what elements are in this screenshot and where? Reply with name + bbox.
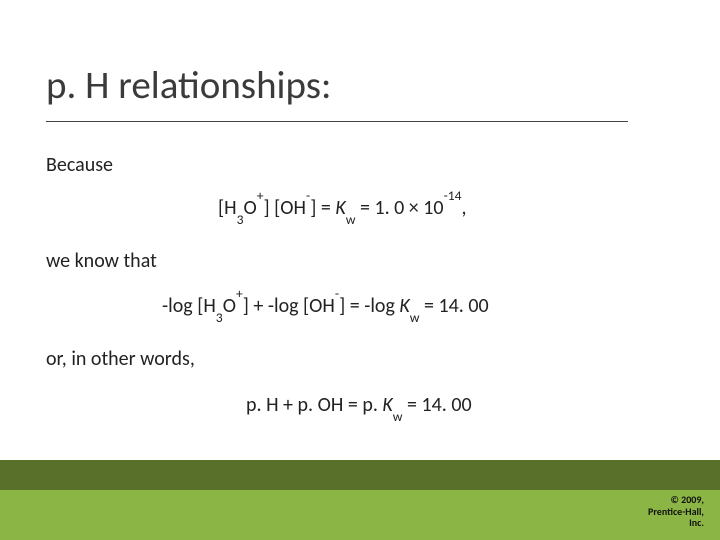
eq1-exp: -14 [444, 187, 462, 204]
eq3-prefix: p. H + p. OH = p. [246, 393, 382, 417]
slide-title: p. H relationships: [46, 62, 628, 122]
eq1-val: = 1. 0 × 10 [355, 196, 443, 220]
eq2-prefix: -log [H [162, 294, 216, 318]
eq1-kw-k: K [335, 196, 345, 220]
eq2-kw-sub: w [410, 309, 420, 326]
eq1-o: O [243, 196, 256, 220]
equation-kw-product: [H3O+] [OH-] = Kw = 1. 0 × 10-14, [218, 196, 467, 220]
eq1-oh-open: ] [OH [264, 196, 307, 220]
eq3-tail: = 14. 00 [403, 393, 472, 417]
eq2-o: O [223, 294, 236, 318]
eq2-oh-open: ] + -log [OH [243, 294, 335, 318]
eq2-sup-plus: + [236, 285, 243, 302]
paragraph-inotherwords: or, in other words, [46, 346, 195, 373]
eq2-sub-3: 3 [216, 309, 223, 326]
eq2-tail: = 14. 00 [420, 294, 489, 318]
eq3-kw-sub: w [393, 408, 403, 425]
paragraph-because: Because [46, 152, 113, 179]
equation-log-form: -log [H3O+] + -log [OH-] = -log Kw = 14.… [162, 294, 489, 318]
eq2-sup-minus: - [335, 285, 339, 302]
eq1-sup-plus: + [257, 187, 264, 204]
eq3-kw-k: K [382, 393, 392, 417]
copyright-block: © 2009, Prentice-Hall, Inc. [648, 494, 704, 529]
footer-bar-light [0, 490, 720, 540]
eq1-tail: , [462, 196, 467, 220]
copyright-line3: Inc. [648, 517, 704, 529]
eq1-sup-minus: - [306, 187, 310, 204]
footer-bar-dark [0, 460, 720, 490]
eq1-kw-sub: w [346, 211, 356, 228]
eq2-eq: ] = -log [339, 294, 399, 318]
equation-ph-poh: p. H + p. OH = p. Kw = 14. 00 [246, 393, 472, 417]
paragraph-weknowthat: we know that [46, 248, 157, 275]
copyright-line1: © 2009, [648, 494, 704, 506]
slide: p. H relationships: Because [H3O+] [OH-]… [0, 0, 720, 540]
eq1-sub-3: 3 [237, 211, 244, 228]
eq1-text: [H [218, 196, 237, 220]
eq2-kw-k: K [399, 294, 409, 318]
eq1-eq: ] = [310, 196, 335, 220]
